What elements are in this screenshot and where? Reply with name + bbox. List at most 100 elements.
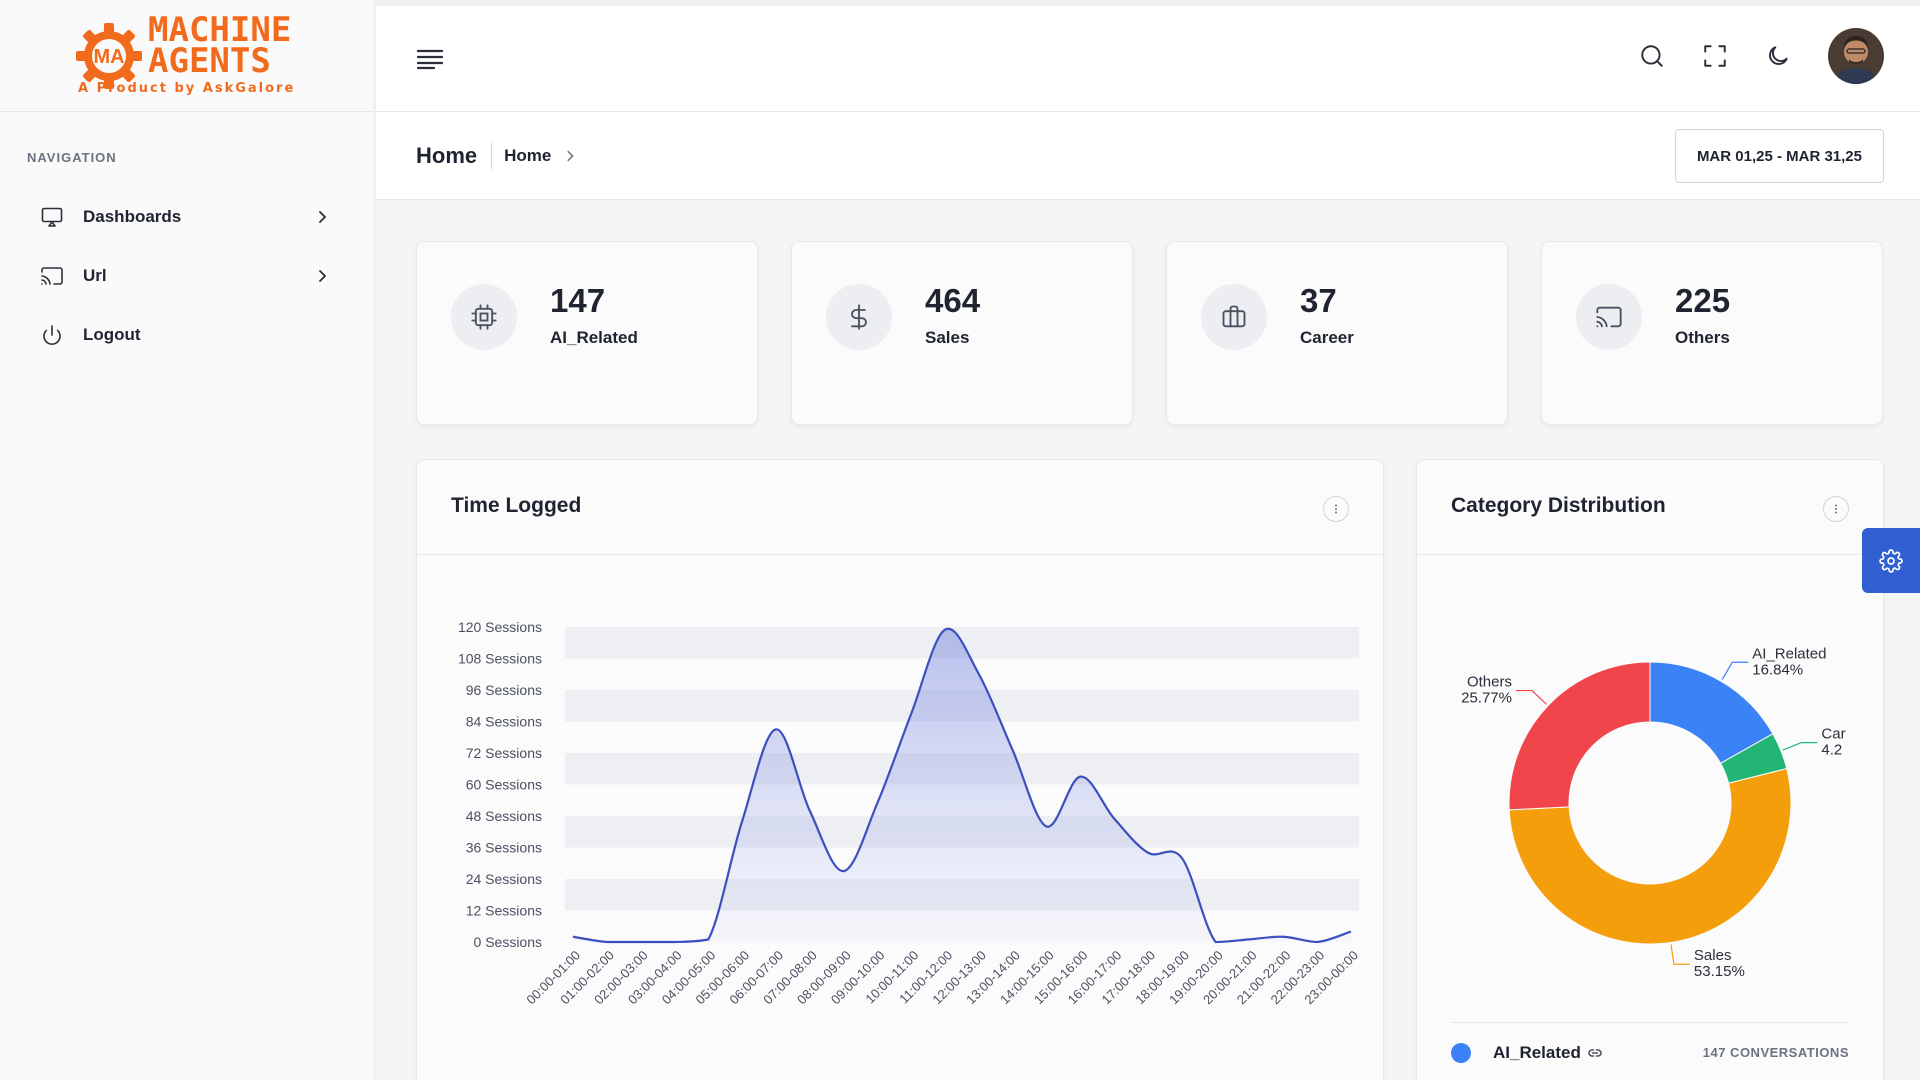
link-icon[interactable]	[1587, 1045, 1603, 1061]
stat-icon-wrap	[451, 284, 517, 350]
slice-label: Sales	[1694, 947, 1732, 964]
y-tick-label: 108 Sessions	[458, 651, 542, 667]
legend-row[interactable]: AI_Related 147 CONVERSATIONS	[1451, 1022, 1849, 1080]
slice-percent: 53.15%	[1694, 963, 1745, 980]
power-icon	[43, 324, 61, 345]
stat-icon-wrap	[826, 284, 892, 350]
top-icons	[1639, 28, 1884, 84]
y-tick-label: 36 Sessions	[466, 840, 542, 856]
series-area	[573, 628, 1351, 942]
slice-label: Others	[1467, 674, 1512, 691]
chevron-right-icon	[567, 150, 575, 161]
pie-slice-sales[interactable]	[1508, 768, 1792, 945]
pie-slice-others[interactable]	[1508, 661, 1651, 811]
breadcrumb-link-home[interactable]: Home	[504, 145, 552, 165]
stat-label: Career	[1300, 328, 1354, 347]
moon-icon[interactable]	[1765, 43, 1791, 69]
time-logged-panel: Time Logged 0 Sessions 12 Sessions 24 Sess…	[416, 459, 1384, 1080]
more-options-button[interactable]	[1823, 496, 1849, 522]
data-point	[707, 938, 709, 940]
breadcrumb: Home Home MAR 01,25 - MAR 31,25	[376, 112, 1920, 200]
stat-card-others: 225 Others	[1541, 241, 1883, 425]
chevron-right-icon	[319, 269, 327, 282]
sidebar-item-label: Url	[83, 265, 107, 285]
data-point	[1282, 936, 1284, 938]
y-tick-label: 84 Sessions	[466, 714, 542, 730]
stat-card-career: 37 Career	[1166, 241, 1508, 425]
sidebar: MA MACHINE AGENTS A Product by AskGalore…	[0, 0, 375, 1080]
cpu-icon	[471, 304, 497, 330]
slice-label: AI_Related	[1752, 645, 1826, 662]
panel-title: Time Logged	[451, 494, 582, 517]
menu-icon[interactable]	[416, 48, 444, 70]
cast-icon	[1596, 306, 1622, 328]
stat-card-sales: 464 Sales	[791, 241, 1133, 425]
gear-logo-icon: MA	[76, 22, 142, 89]
data-point	[1181, 857, 1183, 859]
sidebar-item-logout[interactable]: Logout	[0, 305, 374, 364]
nav-list: Dashboards Url Logout	[0, 187, 374, 364]
gear-icon	[1879, 548, 1903, 573]
panel-title: Category Distribution	[1451, 494, 1666, 517]
data-point	[1012, 749, 1014, 751]
data-point	[1113, 817, 1115, 819]
y-tick-label: 24 Sessions	[466, 871, 542, 887]
slice-percent: 4.2	[1821, 742, 1842, 759]
more-vertical-icon	[1835, 504, 1837, 514]
sidebar-item-label: Dashboards	[83, 206, 182, 226]
chevron-right-icon	[319, 210, 327, 223]
monitor-icon	[41, 207, 63, 227]
more-vertical-icon	[1335, 504, 1337, 514]
data-point	[741, 820, 743, 822]
slice-label: Car	[1821, 726, 1845, 743]
fullscreen-icon[interactable]	[1702, 43, 1728, 69]
leader-line	[1670, 944, 1690, 965]
data-point	[842, 870, 844, 872]
data-point	[1316, 941, 1318, 943]
briefcase-icon	[1222, 305, 1246, 328]
sidebar-item-label: Logout	[83, 324, 141, 344]
panel-header: Time Logged	[417, 460, 1383, 555]
y-tick-label: 60 Sessions	[466, 777, 542, 793]
stat-card-ai-related: 147 AI_Related	[416, 241, 758, 425]
logo-text: MACHINE AGENTS A Product by AskGalore	[78, 10, 295, 96]
cast-icon	[41, 266, 63, 285]
leader-line	[1782, 742, 1818, 751]
slice-percent: 25.77%	[1461, 690, 1512, 707]
y-tick-label: 72 Sessions	[466, 745, 542, 761]
sidebar-item-url[interactable]: Url	[0, 246, 374, 305]
category-distribution-panel: Category Distribution AI_Related 16.84% Ca…	[1416, 459, 1884, 1080]
page-title: Home	[416, 142, 493, 169]
user-avatar-image	[1828, 28, 1884, 84]
more-options-button[interactable]	[1323, 496, 1349, 522]
y-tick-label: 120 Sessions	[458, 619, 542, 635]
leader-line	[1721, 661, 1749, 680]
settings-button[interactable]	[1862, 528, 1920, 593]
legend-name: AI_Related	[1493, 1042, 1581, 1062]
data-point	[606, 941, 608, 943]
search-icon[interactable]	[1639, 43, 1665, 69]
data-point	[910, 712, 912, 714]
date-range-picker[interactable]: MAR 01,25 - MAR 31,25	[1674, 129, 1884, 183]
y-tick-label: 0 Sessions	[474, 934, 542, 950]
data-point	[1045, 825, 1047, 827]
stat-label: Sales	[925, 328, 970, 347]
logo-mark: MA MACHINE AGENTS A Product by AskGalore	[72, 10, 295, 96]
stat-value: 37	[1300, 282, 1337, 319]
avatar[interactable]	[1828, 28, 1884, 84]
brand-name-line1: MACHINE	[148, 10, 292, 50]
stat-value: 464	[925, 282, 981, 319]
brand-logo[interactable]: MA MACHINE AGENTS A Product by AskGalore	[0, 0, 374, 112]
data-point	[1214, 941, 1216, 943]
svg-text:MA: MA	[93, 46, 124, 68]
data-point	[1350, 930, 1352, 932]
slice-percent: 16.84%	[1752, 661, 1803, 678]
sidebar-item-dashboards[interactable]: Dashboards	[0, 187, 374, 246]
time-logged-chart: 0 Sessions 12 Sessions 24 Sessions 36 Sessi…	[458, 619, 1361, 1007]
y-tick-label: 96 Sessions	[466, 682, 542, 698]
data-point	[1248, 938, 1250, 940]
brand-tagline: A Product by AskGalore	[78, 81, 296, 96]
panel-header: Category Distribution	[1417, 460, 1883, 555]
stat-label: Others	[1675, 328, 1730, 347]
